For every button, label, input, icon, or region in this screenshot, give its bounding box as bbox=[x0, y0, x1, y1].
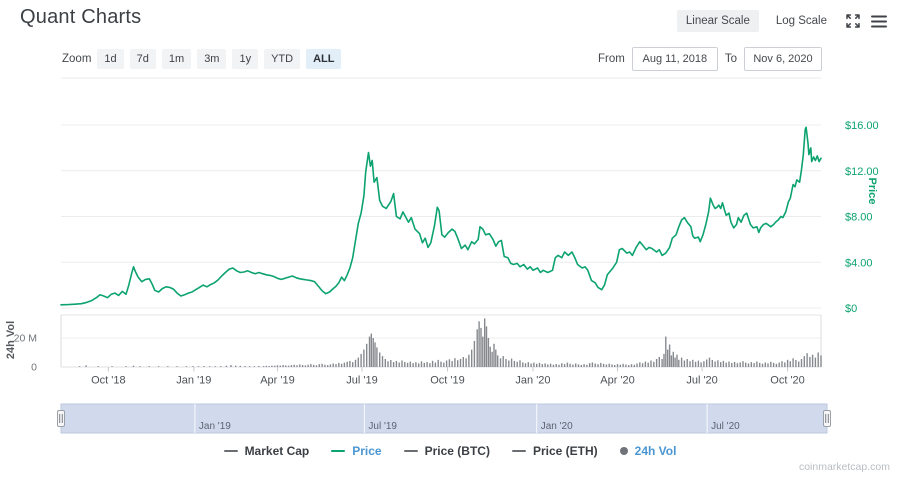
svg-text:Jan '20: Jan '20 bbox=[515, 375, 550, 387]
legend-marker bbox=[511, 450, 526, 452]
log-scale-button[interactable]: Log Scale bbox=[767, 10, 836, 32]
navigator-handle-right[interactable] bbox=[823, 410, 831, 427]
menu-icon[interactable] bbox=[870, 12, 888, 30]
fullscreen-icon[interactable] bbox=[844, 12, 862, 30]
navigator[interactable]: Jan '19 Jul '19 Jan '20 Jul '20 bbox=[57, 403, 831, 434]
price-gridlines bbox=[61, 77, 821, 309]
svg-text:$8.00: $8.00 bbox=[845, 212, 873, 224]
legend-marker bbox=[223, 450, 238, 452]
legend-item-24h-vol[interactable]: 24h Vol bbox=[619, 444, 677, 458]
svg-text:$12.00: $12.00 bbox=[845, 166, 879, 178]
navigator-handle-left[interactable] bbox=[57, 410, 65, 427]
svg-text:Jul '20: Jul '20 bbox=[686, 375, 717, 387]
legend-item-price-btc-[interactable]: Price (BTC) bbox=[403, 444, 490, 458]
svg-text:20 M: 20 M bbox=[14, 333, 37, 345]
legend-item-price[interactable]: Price bbox=[331, 444, 382, 458]
legend-label: Price (BTC) bbox=[424, 444, 490, 458]
date-range-group: From To bbox=[598, 47, 822, 71]
zoom-range-1d[interactable]: 1d bbox=[97, 49, 124, 69]
zoom-group: Zoom 1d 7d 1m 3m 1y YTD ALL bbox=[62, 49, 342, 69]
svg-text:Jan '19: Jan '19 bbox=[176, 375, 211, 387]
svg-text:Jul '20: Jul '20 bbox=[711, 421, 740, 432]
price-line bbox=[60, 126, 822, 306]
legend-label: 24h Vol bbox=[634, 444, 677, 458]
linear-scale-button[interactable]: Linear Scale bbox=[676, 10, 759, 32]
watermark: coinmarketcap.com bbox=[798, 461, 890, 473]
svg-text:24h Vol: 24h Vol bbox=[5, 321, 17, 359]
svg-text:Apr '19: Apr '19 bbox=[260, 375, 295, 387]
zoom-range-all[interactable]: ALL bbox=[306, 49, 342, 69]
price-axis-labels: $16.00 $12.00 $8.00 $4.00 $0 Price bbox=[845, 120, 879, 315]
legend-item-market-cap[interactable]: Market Cap bbox=[223, 444, 310, 458]
zoom-range-1m[interactable]: 1m bbox=[161, 49, 192, 69]
svg-text:Jul '19: Jul '19 bbox=[368, 421, 397, 432]
zoom-range-3m[interactable]: 3m bbox=[197, 49, 227, 69]
svg-text:$0: $0 bbox=[845, 303, 857, 315]
header-controls: Linear Scale Log Scale bbox=[676, 10, 888, 32]
svg-text:0: 0 bbox=[31, 362, 37, 374]
from-date-input[interactable] bbox=[631, 47, 718, 71]
svg-text:Apr '20: Apr '20 bbox=[600, 375, 635, 387]
zoom-range-7d[interactable]: 7d bbox=[129, 49, 156, 69]
x-axis: Oct '18 Jan '19 Apr '19 Jul '19 Oct '19 Jan '… bbox=[91, 367, 805, 387]
to-date-input[interactable] bbox=[744, 47, 822, 71]
zoom-range-buttons: 1d 7d 1m 3m 1y YTD ALL bbox=[97, 49, 342, 69]
legend-label: Market Cap bbox=[244, 444, 310, 458]
svg-text:Price: Price bbox=[866, 178, 878, 205]
zoom-label: Zoom bbox=[62, 53, 92, 65]
svg-text:Jan '20: Jan '20 bbox=[541, 421, 573, 432]
svg-text:$4.00: $4.00 bbox=[845, 257, 873, 269]
zoom-range-1y[interactable]: 1y bbox=[232, 49, 259, 69]
legend-marker bbox=[619, 447, 628, 455]
volume-pane bbox=[60, 314, 822, 368]
legend-label: Price bbox=[352, 444, 382, 458]
chart-legend: Market Cap Price Price (BTC) Price (ETH) 24h… bbox=[0, 444, 900, 458]
legend-item-price-eth-[interactable]: Price (ETH) bbox=[511, 444, 598, 458]
legend-marker bbox=[403, 450, 418, 452]
page-title: Quant Charts bbox=[20, 6, 142, 28]
svg-text:Oct '18: Oct '18 bbox=[91, 375, 126, 387]
svg-text:Oct '20: Oct '20 bbox=[770, 375, 805, 387]
svg-text:Jan '19: Jan '19 bbox=[199, 421, 231, 432]
svg-text:$16.00: $16.00 bbox=[845, 120, 879, 132]
from-label: From bbox=[598, 53, 625, 65]
legend-label: Price (ETH) bbox=[532, 444, 598, 458]
to-label: To bbox=[724, 53, 737, 65]
zoom-range-ytd[interactable]: YTD bbox=[264, 49, 301, 69]
svg-text:Jul '19: Jul '19 bbox=[346, 375, 377, 387]
navigator-selected-range[interactable] bbox=[60, 403, 828, 434]
svg-text:Oct '19: Oct '19 bbox=[430, 375, 465, 387]
volume-bars bbox=[78, 318, 822, 368]
volume-axis-labels: 20 M 0 24h Vol bbox=[5, 321, 37, 374]
legend-marker bbox=[331, 450, 346, 452]
